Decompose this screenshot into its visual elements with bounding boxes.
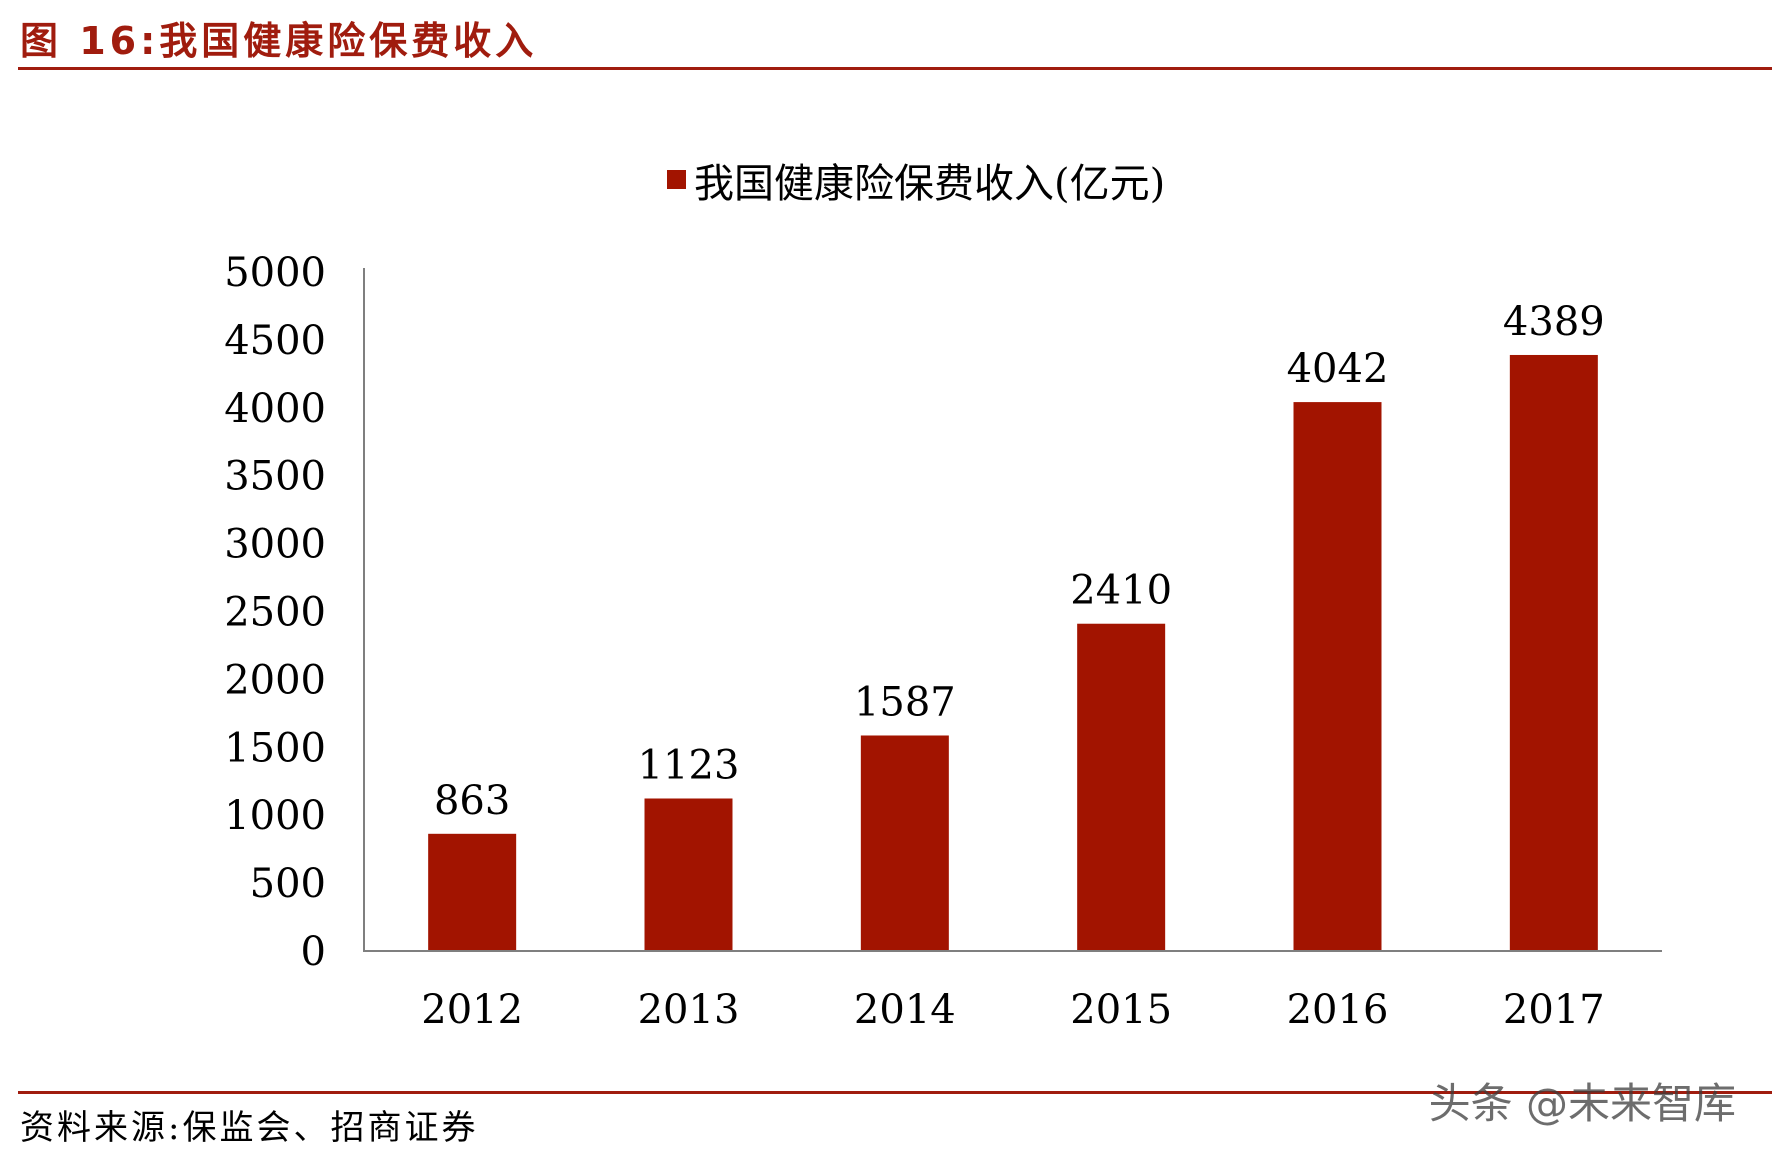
footer-divider [18,1091,1772,1094]
y-tick-label: 4000 [224,386,326,432]
watermark: 头条 @未来智库 [1428,1079,1736,1128]
title-divider [18,67,1772,70]
data-label-2015: 2410 [1070,568,1172,614]
bar-chart: 我国健康险保费收入(亿元) 0 500 1000 1500 2000 2500 3000 35… [224,161,1662,1033]
y-tick-label: 0 [301,929,326,975]
x-tick-label: 2014 [854,987,956,1033]
y-tick-label: 3500 [224,454,326,500]
bar-2012 [428,833,517,951]
legend-swatch [667,170,686,189]
y-axis-ticks: 0 500 1000 1500 2000 2500 3000 3500 4000 4500 5000 [224,250,326,975]
data-label-2013: 1123 [638,742,740,788]
bars-group [428,354,1598,952]
y-tick-label: 5000 [224,250,326,296]
y-tick-label: 1000 [224,793,326,839]
data-label-2016: 4042 [1287,346,1389,392]
data-label-2017: 4389 [1503,299,1605,345]
data-label-2014: 1587 [854,679,956,725]
bar-2015 [1077,623,1166,951]
x-axis-ticks: 2012 2013 2014 2015 2016 2017 [421,987,1604,1033]
x-tick-label: 2015 [1070,987,1172,1033]
figure-title: 图 16:我国健康险保费收入 [20,19,538,63]
x-tick-label: 2013 [638,987,740,1033]
bar-2016 [1293,402,1382,951]
bar-2013 [644,798,733,951]
y-tick-label: 2000 [224,657,326,703]
bar-2014 [860,735,949,951]
y-tick-label: 500 [250,861,326,907]
y-tick-label: 3000 [224,522,326,568]
data-labels-group: 863 1123 1587 2410 4042 4389 [434,299,1605,824]
y-tick-label: 1500 [224,725,326,771]
x-tick-label: 2012 [421,987,523,1033]
chart-legend: 我国健康险保费收入(亿元) [667,161,1165,207]
x-tick-label: 2017 [1503,987,1605,1033]
y-tick-label: 4500 [224,318,326,364]
legend-label: 我国健康险保费收入(亿元) [694,161,1165,207]
bar-2017 [1509,354,1598,952]
y-tick-label: 2500 [224,590,326,636]
x-tick-label: 2016 [1287,987,1389,1033]
data-label-2012: 863 [434,778,510,824]
source-note: 资料来源:保监会、招商证券 [20,1108,479,1148]
